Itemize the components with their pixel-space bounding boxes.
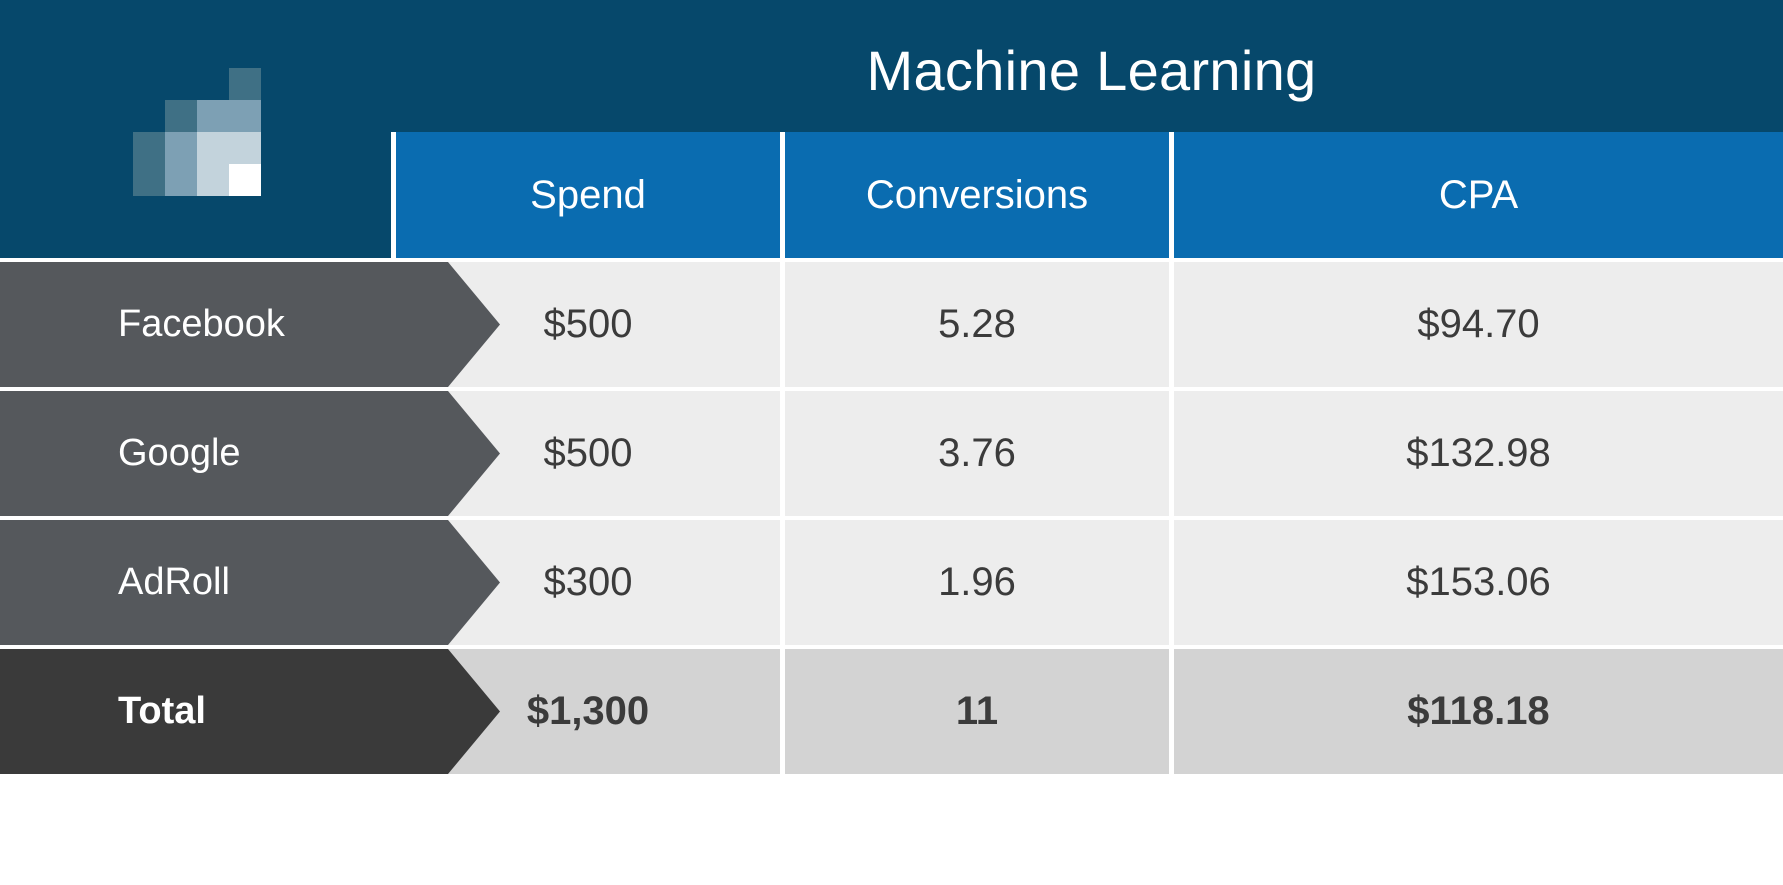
cell-conversions: 5.28	[785, 262, 1169, 387]
row-label-adroll: AdRoll	[118, 561, 230, 603]
cell-total-conversions: 11	[785, 649, 1169, 774]
column-divider-1	[780, 262, 785, 387]
logo-block-1	[133, 132, 165, 196]
header-divider-0	[391, 132, 396, 258]
column-header-cpa: CPA	[1174, 132, 1783, 258]
column-divider-2	[1169, 520, 1174, 645]
column-divider-1	[780, 391, 785, 516]
column-divider-1	[780, 649, 785, 774]
row-label-facebook: Facebook	[118, 303, 285, 345]
cell-cpa: $153.06	[1174, 520, 1783, 645]
column-header-conversions: Conversions	[785, 132, 1169, 258]
page-title: Machine Learning	[866, 39, 1317, 102]
row-label-total: Total	[118, 690, 206, 732]
row-label-arrow	[0, 520, 500, 645]
logo-block-3	[165, 132, 197, 196]
column-divider-2	[1169, 391, 1174, 516]
row-label-arrow	[0, 649, 500, 774]
table-row: $300 1.96 $153.06 AdRoll	[0, 520, 1783, 645]
cell-total-cpa: $118.18	[1174, 649, 1783, 774]
logo-block-7	[229, 164, 261, 196]
table-row-total: $1,300 11 $118.18 Total	[0, 649, 1783, 774]
logo-block-5	[197, 100, 261, 132]
header-divider-2	[1169, 132, 1174, 258]
cell-cpa: $132.98	[1174, 391, 1783, 516]
column-divider-2	[1169, 649, 1174, 774]
cell-conversions: 3.76	[785, 391, 1169, 516]
column-header-spend: Spend	[396, 132, 780, 258]
cell-conversions: 1.96	[785, 520, 1169, 645]
logo-block-4	[229, 68, 261, 100]
table-row: $500 5.28 $94.70 Facebook	[0, 262, 1783, 387]
row-label-arrow	[0, 391, 500, 516]
column-divider-2	[1169, 262, 1174, 387]
column-divider-1	[780, 520, 785, 645]
cell-cpa: $94.70	[1174, 262, 1783, 387]
header-divider-1	[780, 132, 785, 258]
pixel-blocks-logo-icon	[133, 68, 261, 196]
row-label-google: Google	[118, 432, 241, 474]
table-row: $500 3.76 $132.98 Google	[0, 391, 1783, 516]
row-label-arrow	[0, 262, 500, 387]
